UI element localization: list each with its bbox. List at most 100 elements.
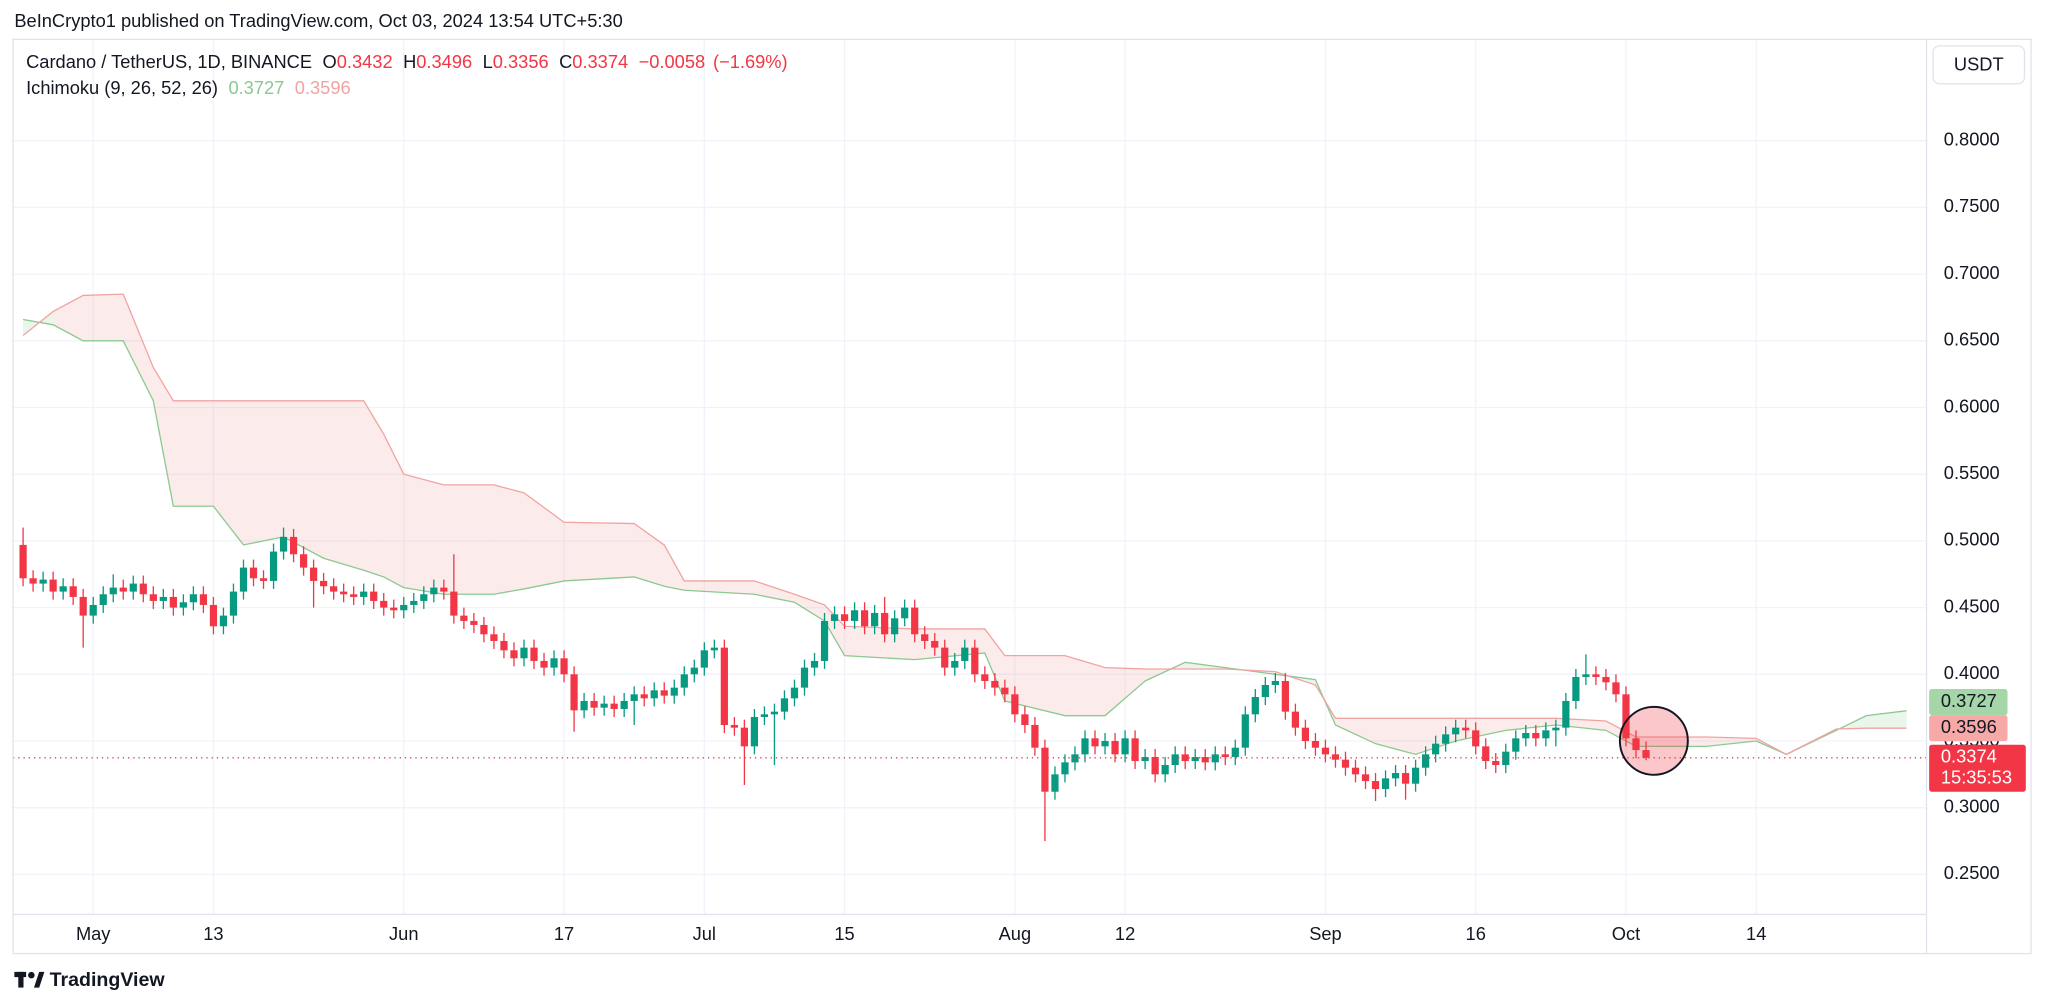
candle-body [1622,694,1630,739]
cloud-segment [363,400,384,577]
candle-body [1001,687,1009,695]
candle-body [370,591,378,601]
brand: TradingView [50,969,166,991]
candle-body [279,536,288,552]
y-tick-label: 0.8000 [1944,129,2000,150]
candle-body [1602,676,1610,683]
candle-body [129,583,137,592]
candle-body [1201,757,1209,763]
cloud-segment [153,367,174,507]
candle-body [750,716,759,747]
candle-body [470,620,478,625]
candle-body [299,554,308,568]
cloud-segment [493,484,524,595]
candle-body [1552,727,1560,731]
candle-body [79,596,87,616]
cloud-segment [984,628,1005,701]
legend-indicator: Ichimoku (9, 26, 52, 26) 0.3727 0.3596 [26,77,351,98]
candle-body [1101,741,1109,747]
candle-body [39,579,47,584]
candle-body [1432,743,1440,755]
candle-body [1381,778,1390,790]
cloud-segment [1335,718,1376,744]
candle-body [360,591,368,597]
candle-body [149,594,157,601]
span-a-price-text: 0.3727 [1941,690,1997,711]
candle-body [540,660,548,668]
candle-body [1051,774,1059,792]
candle-body [650,690,658,699]
overlay [13,705,1927,776]
x-tick-label: 14 [1746,923,1766,944]
candle-body [139,583,147,595]
cloud-segment [634,523,665,587]
currency[interactable]: USDT [1954,53,2004,74]
candle-body [1391,773,1400,779]
candle-body [219,615,228,627]
span-a-value: 0.3727 [228,77,284,98]
candle-body [1181,754,1189,762]
candles [19,527,1650,842]
candle-body [1131,738,1139,762]
candle-body [159,596,167,601]
high-value: 0.3496 [416,51,472,72]
cloud-segment [1105,667,1146,716]
candle-body [510,650,518,659]
candle-body [941,647,949,668]
brand-logo [14,971,45,988]
candle-body [1371,781,1380,790]
x-tick-label: Aug [999,923,1032,944]
candle-body [1361,774,1370,782]
cloud-segment [123,294,154,401]
currency-button[interactable] [1932,45,2026,85]
y-tick-label: 0.4000 [1944,662,2000,683]
x-tick-label: 15 [834,923,854,944]
candle-body [1401,773,1410,784]
candle-body [1632,738,1640,751]
y-tick-label: 0.4500 [1944,595,2000,616]
candle-body [1091,738,1099,747]
candle-body [891,618,899,635]
candle-body [600,703,608,708]
candle-body [590,700,598,708]
candle-body [770,711,779,715]
candle-body [1151,757,1159,775]
candle-body [450,591,458,616]
candle-body [490,634,498,641]
y-tick-label: 0.7000 [1944,262,2000,283]
y-tick-label: 0.7500 [1944,195,2000,216]
candle-body [1562,700,1570,728]
candle-body [640,694,648,699]
candle-body [881,612,889,635]
candle-body [1472,730,1480,747]
candle-body [630,694,638,701]
span-b-value: 0.3596 [295,77,351,98]
cloud-segment [403,474,444,595]
candle-body [229,591,238,616]
candle-body [440,587,448,592]
candle-body [1452,727,1460,735]
candle-body [1061,762,1069,775]
y-tick-label: 0.5500 [1944,462,2000,483]
cloud-segment [443,484,494,595]
candle-body [1301,727,1310,742]
x-tick-label: Jul [693,923,716,944]
candle-body [991,680,999,688]
candle-body [800,667,809,688]
candle-body [550,658,558,668]
plot-frame [12,38,2032,955]
cloud-segment [1455,718,1506,742]
open-value: 0.3432 [337,51,393,72]
candle-body [69,586,77,597]
y-tick-label: 0.5000 [1944,529,2000,550]
open-label: O [323,51,337,72]
cloud-segment [564,522,635,581]
candle-body [931,640,939,648]
candle-body [19,544,27,579]
cloud-segment [844,626,915,660]
y-tick-label: 0.2500 [1944,862,2000,883]
x-tick-label: Jun [389,923,418,944]
candle-body [390,607,398,611]
candle-body [610,703,618,709]
